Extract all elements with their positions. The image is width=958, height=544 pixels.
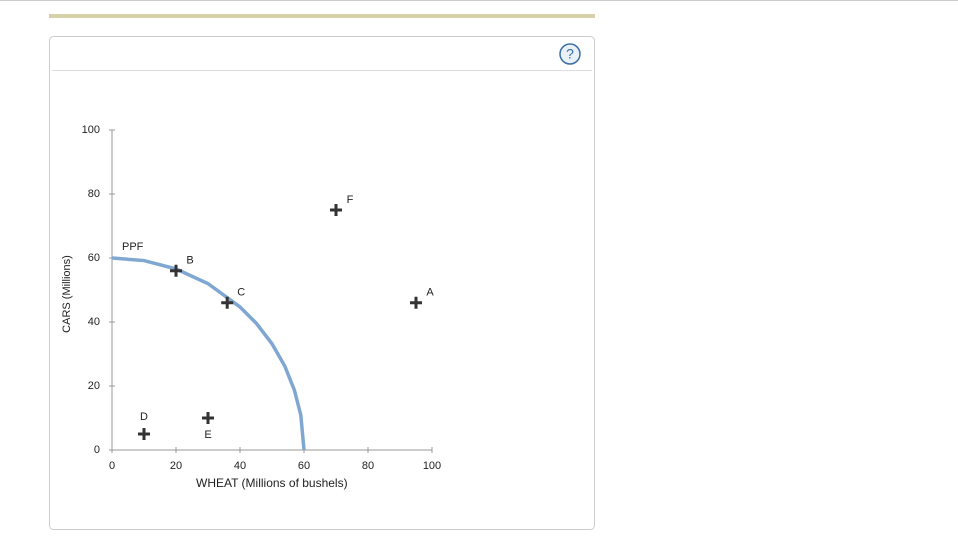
point-label: A xyxy=(426,287,434,299)
point-label: E xyxy=(204,429,211,441)
point-label: C xyxy=(237,287,245,299)
x-tick-label: 80 xyxy=(362,460,374,472)
point-marker xyxy=(221,296,234,309)
point-label: D xyxy=(140,411,148,423)
help-circle[interactable] xyxy=(559,43,581,65)
x-tick-label: 20 xyxy=(170,460,182,472)
point-marker xyxy=(138,428,150,440)
x-axis-label: WHEAT (Millions of bushels) xyxy=(196,476,348,490)
point-marker xyxy=(330,204,342,216)
x-tick-label: 60 xyxy=(298,460,310,472)
y-tick-label: 0 xyxy=(94,444,100,456)
curve-label: PPF xyxy=(122,241,144,253)
y-tick-label: 100 xyxy=(82,124,100,136)
point-label: B xyxy=(186,255,193,267)
x-tick-label: 40 xyxy=(234,460,246,472)
point-marker xyxy=(202,412,214,424)
y-tick-label: 60 xyxy=(88,252,100,264)
x-tick-label: 100 xyxy=(423,460,441,472)
help-icon[interactable]: ? xyxy=(566,46,574,62)
panel xyxy=(49,36,595,530)
help-button[interactable]: ? xyxy=(559,43,581,65)
y-axis-label: CARS (Millions) xyxy=(61,255,73,333)
y-tick-label: 20 xyxy=(88,380,100,392)
x-tick-label: 0 xyxy=(109,460,115,472)
y-tick-label: 40 xyxy=(88,316,100,328)
point-marker xyxy=(410,296,422,309)
header-bar xyxy=(49,14,595,18)
y-tick-label: 80 xyxy=(88,188,100,200)
ppf-curve xyxy=(111,256,306,451)
point-label: F xyxy=(347,194,354,206)
point-marker xyxy=(170,264,182,277)
